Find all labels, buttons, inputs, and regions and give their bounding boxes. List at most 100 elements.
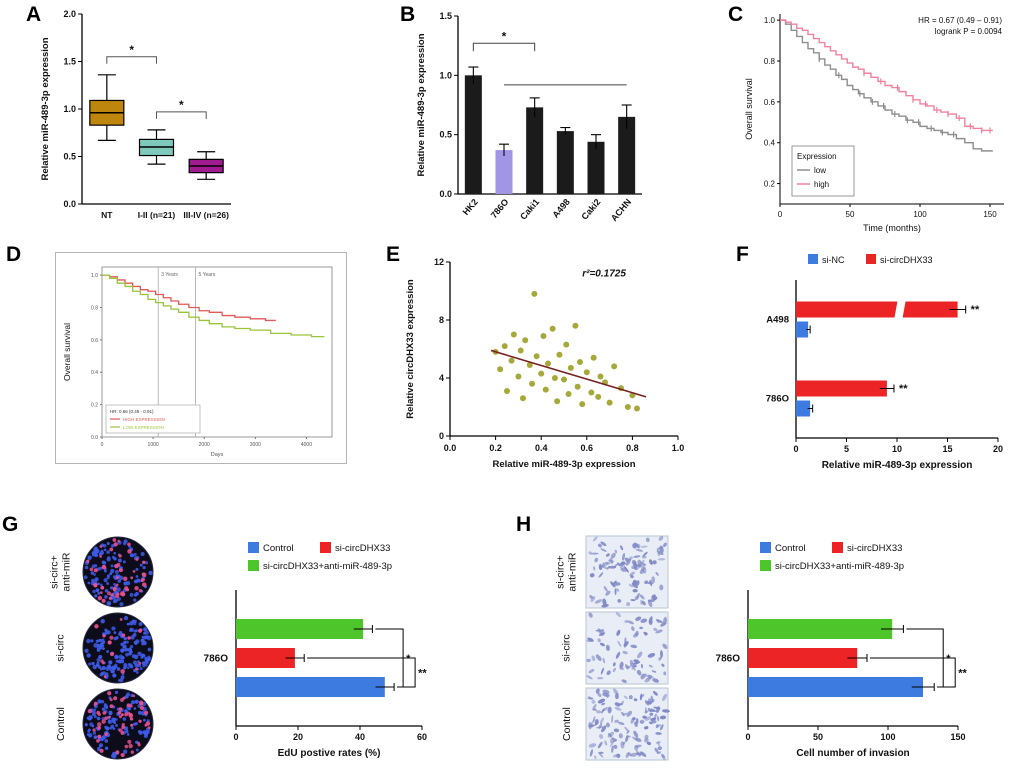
svg-text:Relative miR-489-3p expression: Relative miR-489-3p expression (822, 460, 973, 471)
svg-text:0.8: 0.8 (764, 57, 776, 66)
svg-text:r²=0.1725: r²=0.1725 (582, 269, 626, 280)
km-plot-tcga-survival: 0.0 0.2 0.4 0.6 0.8 1.0 0 1000 2000 3000 4000 3 Yea… (55, 252, 347, 464)
panel-label-e: E (386, 243, 401, 266)
hbar-invasion-cell-number: Control si-circDHX33 si-circDHX33+anti-miR… (700, 530, 1016, 766)
svg-text:786O: 786O (766, 394, 789, 405)
svg-text:0: 0 (778, 210, 783, 219)
invasion-image-si-circ-anti-mir (585, 535, 669, 609)
edu-image-control (82, 688, 154, 760)
svg-text:**: ** (899, 383, 908, 395)
svg-text:*: * (502, 29, 507, 43)
svg-text:high: high (814, 180, 829, 189)
svg-text:A498: A498 (550, 197, 571, 220)
svg-text:2000: 2000 (199, 442, 210, 448)
invasion-row-label-si-circ: si-circ (550, 612, 584, 684)
panel-label-b: B (400, 3, 416, 26)
invasion-row-label-si-circ-anti-mir: si-circ+ anti-miR (550, 536, 584, 608)
edu-row-label-si-circ: si-circ (44, 612, 78, 684)
svg-text:I-II (n=21): I-II (n=21) (138, 210, 176, 220)
svg-text:HR: 0.66 (0.49 - 0.91): HR: 0.66 (0.49 - 0.91) (110, 409, 154, 414)
svg-text:Control: Control (263, 543, 294, 554)
svg-text:0.2: 0.2 (91, 403, 98, 409)
svg-text:786O: 786O (716, 654, 741, 665)
svg-text:0.8: 0.8 (91, 305, 98, 311)
panel-label-h: H (516, 513, 532, 536)
edu-row-label-text: Control (54, 707, 67, 741)
svg-text:Overall survival: Overall survival (744, 78, 754, 140)
svg-text:1.0: 1.0 (672, 443, 685, 453)
svg-text:2.0: 2.0 (63, 9, 76, 19)
svg-text:10: 10 (892, 444, 902, 454)
svg-text:40: 40 (355, 732, 365, 742)
scatter-circdhx33-vs-mir489: 0 4 8 12 0.0 0.2 0.4 0.6 0.8 1.0 Relative circDHX3… (400, 248, 694, 478)
svg-text:**: ** (971, 304, 980, 316)
svg-text:A498: A498 (766, 315, 789, 326)
edu-row-label-text: si-circ (54, 634, 67, 662)
svg-text:si-NC: si-NC (822, 255, 845, 265)
boxplot-tissue-mir489-expression: 0.0 0.5 1.0 1.5 2.0 Relative miR-489-3p expre… (36, 2, 241, 236)
svg-text:0.5: 0.5 (63, 152, 76, 162)
svg-text:100: 100 (913, 210, 927, 219)
svg-text:Expression: Expression (797, 152, 837, 161)
svg-text:III-IV (n=26): III-IV (n=26) (183, 210, 229, 220)
svg-text:*: * (129, 43, 134, 57)
svg-text:NT: NT (101, 210, 113, 220)
svg-text:Days: Days (211, 452, 224, 458)
svg-text:0: 0 (101, 442, 104, 448)
svg-text:HK2: HK2 (461, 197, 480, 217)
svg-text:EdU postive rates (%): EdU postive rates (%) (278, 748, 381, 759)
svg-text:50: 50 (846, 210, 855, 219)
svg-text:0.8: 0.8 (626, 443, 639, 453)
svg-text:si-circDHX33: si-circDHX33 (335, 543, 390, 554)
svg-text:20: 20 (293, 732, 303, 742)
edu-row-label-control: Control (44, 688, 78, 760)
svg-text:0.4: 0.4 (535, 443, 548, 453)
svg-text:0.0: 0.0 (63, 199, 76, 209)
svg-text:0.0: 0.0 (91, 435, 98, 441)
invasion-row-label-text: si-circ (560, 634, 573, 662)
svg-text:low: low (814, 166, 826, 175)
barchart-cellline-mir489-expression: 0.0 0.5 1.0 1.5 Relative miR-489-3p expressi… (412, 2, 652, 246)
svg-text:*: * (406, 653, 411, 665)
svg-text:*: * (179, 98, 184, 112)
svg-text:1.0: 1.0 (764, 16, 776, 25)
panel-label-f: F (736, 243, 749, 266)
panel-label-c: C (728, 3, 744, 26)
svg-text:**: ** (958, 668, 967, 680)
hbar-mir489-after-silencing: si-NC si-circDHX33 0 5 10 15 20 Relative miR-48… (750, 248, 1014, 482)
svg-text:Time (months): Time (months) (863, 223, 921, 233)
svg-text:Caki2: Caki2 (579, 197, 602, 222)
svg-text:0.2: 0.2 (489, 443, 502, 453)
svg-text:1.5: 1.5 (439, 11, 452, 21)
svg-text:si-circDHX33+anti-miR-489-3p: si-circDHX33+anti-miR-489-3p (263, 561, 392, 572)
svg-text:0: 0 (439, 431, 444, 441)
svg-text:si-circDHX33+anti-miR-489-3p: si-circDHX33+anti-miR-489-3p (775, 561, 904, 572)
svg-text:0.0: 0.0 (444, 443, 457, 453)
svg-text:0.4: 0.4 (91, 370, 98, 376)
svg-text:0.6: 0.6 (764, 98, 776, 107)
svg-text:Relative circDHX33 expression: Relative circDHX33 expression (405, 279, 416, 419)
svg-text:*: * (946, 653, 951, 665)
svg-text:8: 8 (439, 315, 444, 325)
svg-text:Relative miR-489-3p expression: Relative miR-489-3p expression (40, 37, 51, 180)
edu-image-si-circ (82, 612, 154, 684)
svg-text:0.6: 0.6 (91, 338, 98, 344)
invasion-image-control (585, 687, 670, 761)
svg-text:4000: 4000 (301, 442, 312, 448)
svg-text:1.5: 1.5 (63, 57, 76, 67)
svg-text:LOW EXPRESSION: LOW EXPRESSION (123, 425, 164, 430)
svg-text:60: 60 (417, 732, 427, 742)
edu-image-si-circ-anti-mir (82, 536, 154, 608)
svg-text:HR = 0.67 (0.49 – 0.91): HR = 0.67 (0.49 – 0.91) (918, 16, 1002, 25)
svg-text:0.4: 0.4 (764, 139, 776, 148)
svg-text:786O: 786O (204, 654, 229, 665)
svg-text:3000: 3000 (250, 442, 261, 448)
svg-text:0: 0 (793, 444, 798, 454)
invasion-row-label-control: Control (550, 688, 584, 760)
svg-text:150: 150 (983, 210, 997, 219)
svg-text:15: 15 (942, 444, 952, 454)
svg-text:Relative miR-489-3p expression: Relative miR-489-3p expression (492, 459, 635, 470)
panel-label-a: A (26, 3, 42, 26)
svg-text:HIGH EXPRESSION: HIGH EXPRESSION (123, 417, 165, 422)
